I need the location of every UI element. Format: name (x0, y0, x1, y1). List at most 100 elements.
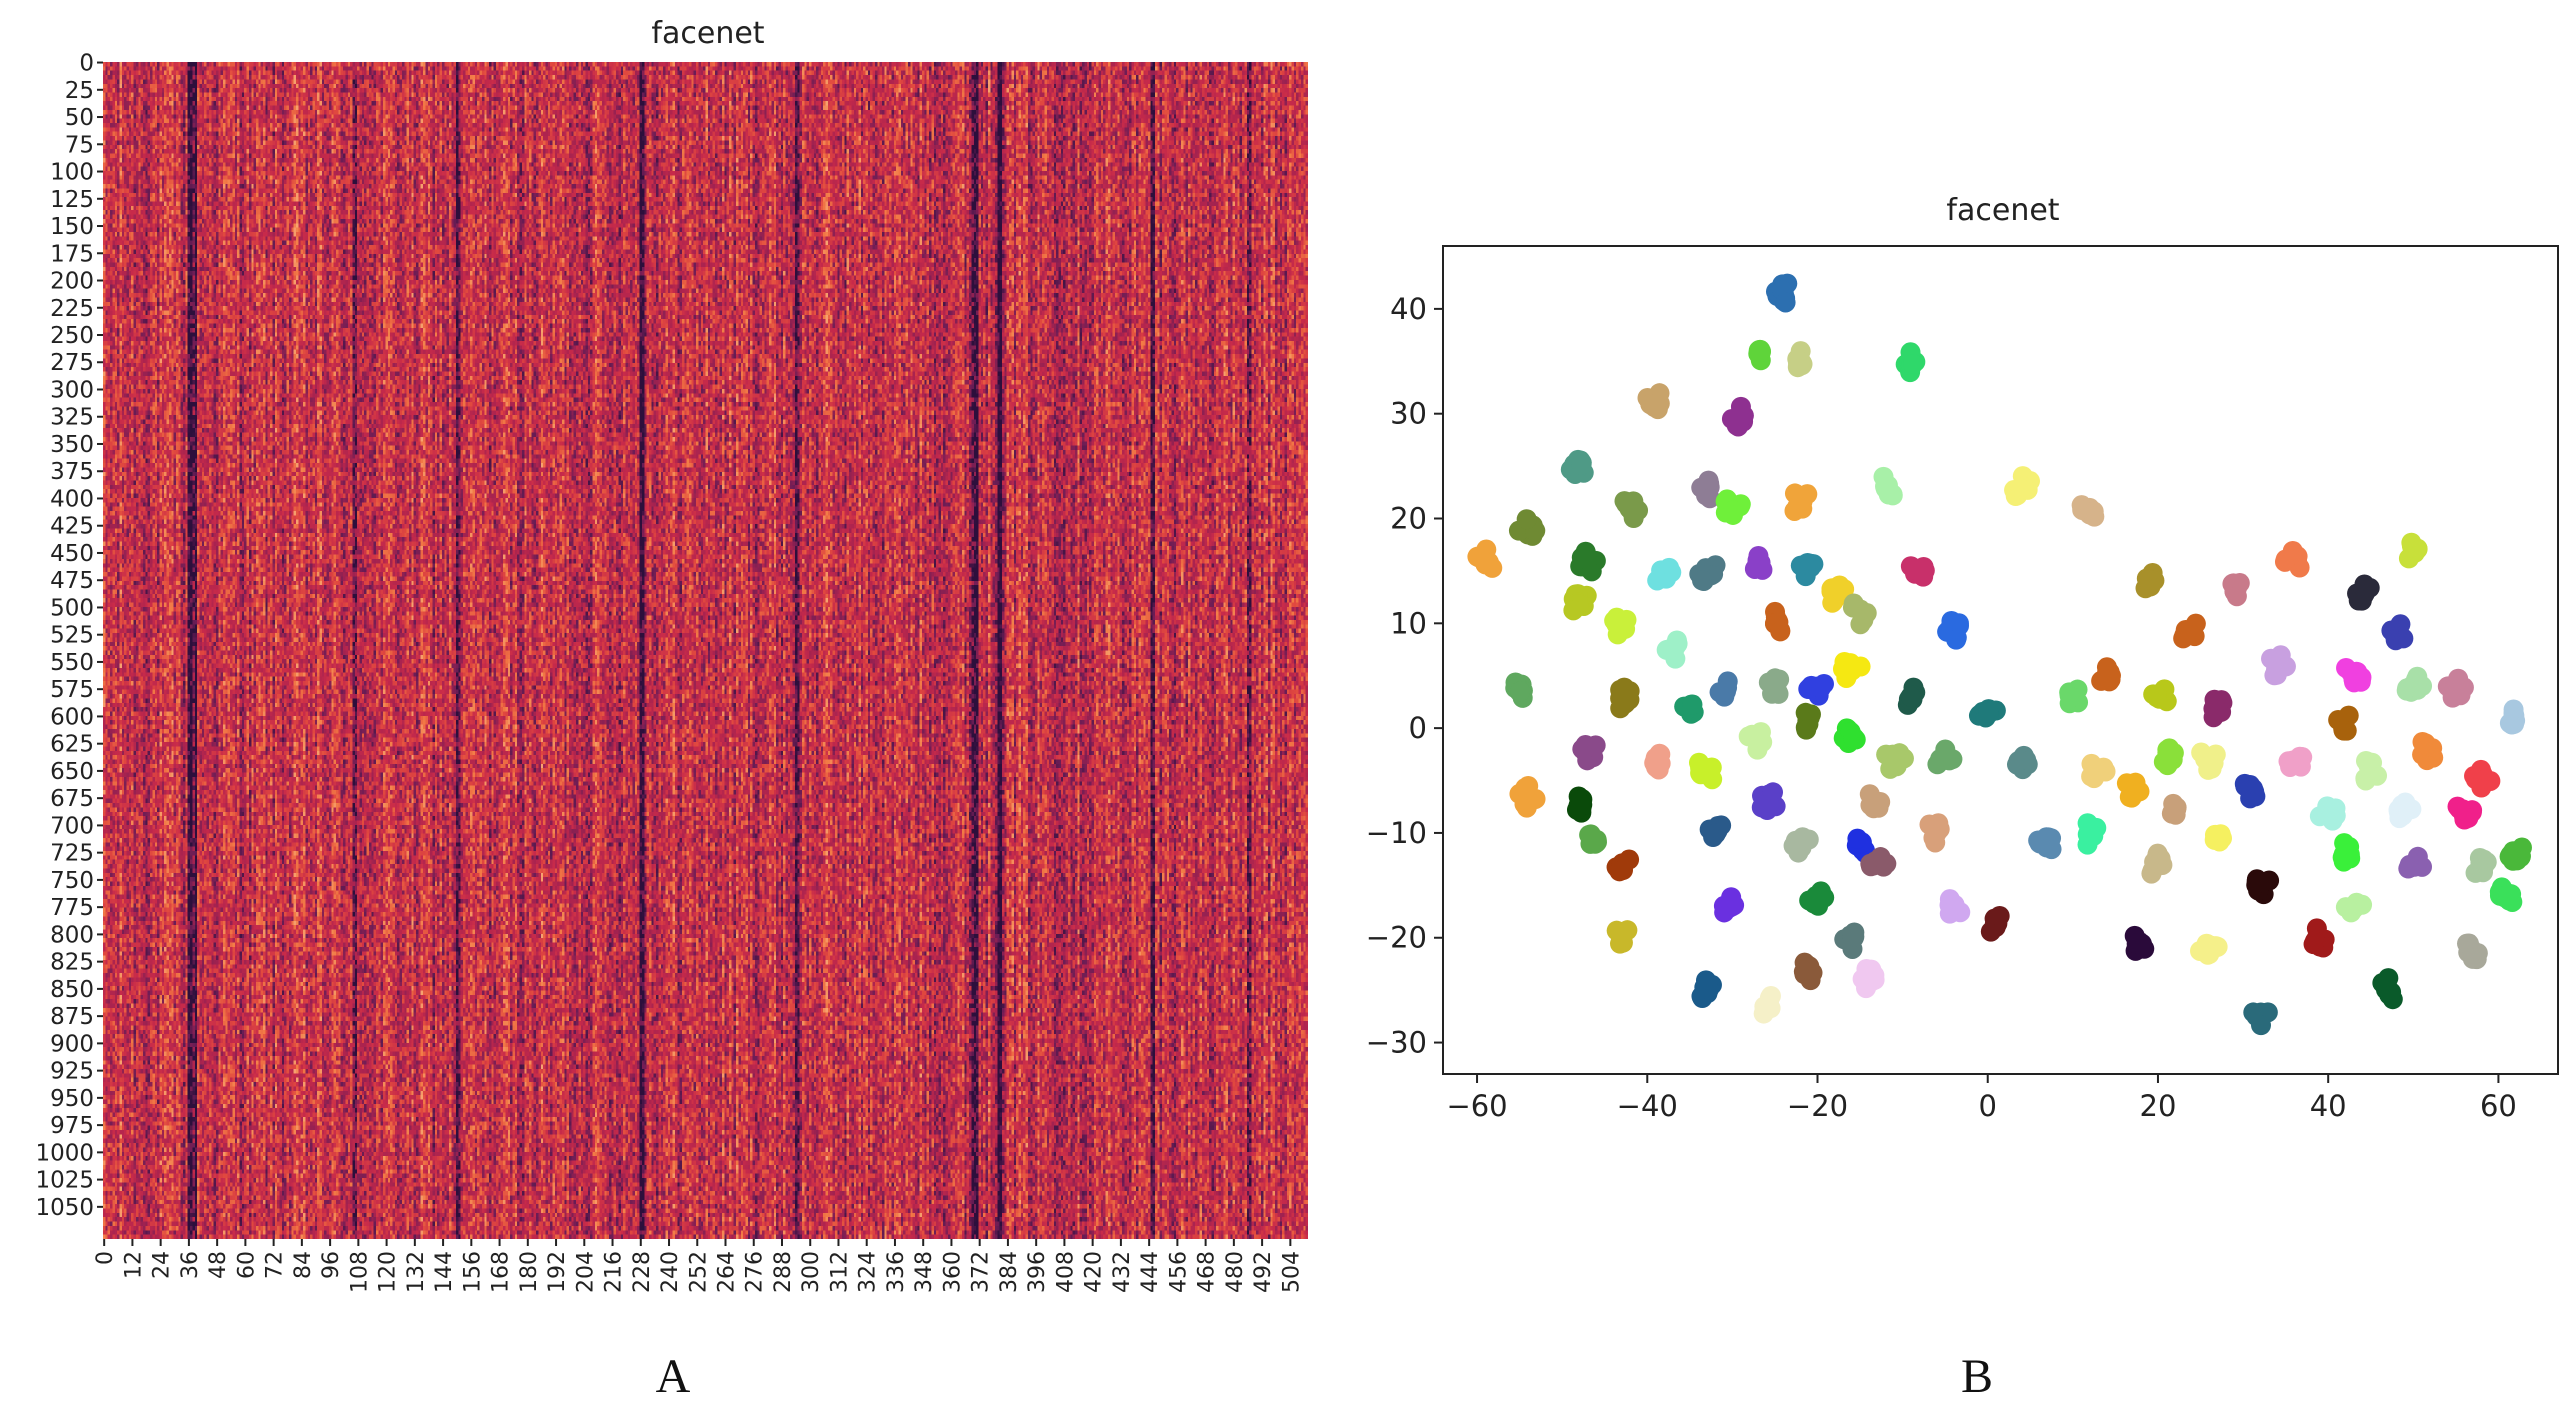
scatter-y-tick-label: −10 (1366, 816, 1427, 850)
heatmap-y-tick-label: 75 (65, 132, 94, 158)
scatter-point (1903, 354, 1924, 375)
heatmap-y-tick-label: 425 (50, 514, 94, 540)
scatter-point (2146, 687, 2167, 708)
heatmap-y-tick-label: 475 (50, 568, 94, 594)
heatmap-y-tick-label: 350 (50, 432, 94, 458)
heatmap-y-tick-label: 675 (50, 786, 94, 812)
scatter-point (1571, 454, 1592, 475)
scatter-cluster (1873, 466, 1903, 506)
scatter-point (1791, 837, 1812, 858)
heatmap-x-axis: 0 12 24 36 48 60 72 84 96 108 120 132 144 156 168 180 19… (93, 1239, 1304, 1293)
scatter-point (2134, 938, 2155, 959)
scatter-cluster (1876, 743, 1914, 779)
scatter-point (2499, 713, 2520, 734)
scatter-cluster (1900, 556, 1935, 587)
heatmap-x-tick-label: 60 (234, 1251, 259, 1279)
scatter-cluster (2447, 796, 2483, 830)
scatter-cluster (1939, 889, 1971, 924)
scatter-cluster (2081, 753, 2116, 789)
scatter-point (1705, 823, 1726, 844)
scatter-x-tick-label: −40 (1617, 1089, 1678, 1123)
scatter-point (1942, 896, 1963, 917)
scatter-point (1754, 996, 1775, 1017)
heatmap-x-tick-label: 216 (602, 1251, 627, 1293)
scatter-x-axis: −60 −40 −20 0 20 40 60 (1446, 1074, 2517, 1123)
heatmap-y-tick-label: 1050 (35, 1195, 94, 1221)
scatter-cluster (1610, 677, 1640, 719)
heatmap-y-tick-label: 500 (50, 595, 94, 621)
scatter-point (2412, 676, 2433, 697)
scatter-cluster (2388, 792, 2422, 829)
heatmap-y-tick-label: 875 (50, 1004, 94, 1030)
scatter-cluster (2499, 699, 2526, 735)
heatmap-y-tick-label: 700 (50, 813, 94, 839)
heatmap-x-tick-label: 492 (1251, 1251, 1276, 1293)
scatter-point (1644, 752, 1665, 773)
scatter-cluster (1859, 784, 1891, 819)
scatter-point (1824, 581, 1845, 602)
scatter-cluster (1606, 849, 1640, 882)
scatter-point (1576, 737, 1597, 758)
scatter-point (2205, 824, 2226, 845)
heatmap-y-tick-label: 325 (50, 405, 94, 431)
scatter-point (2378, 968, 2399, 989)
heatmap-y-tick-label: 950 (50, 1086, 94, 1112)
scatter-cluster (1833, 718, 1866, 754)
heatmap-x-tick-label: 336 (884, 1251, 909, 1293)
scatter-point (2322, 810, 2343, 831)
heatmap-x-tick-label: 144 (432, 1251, 457, 1293)
scatter-point (1516, 509, 1537, 530)
scatter-point (2282, 540, 2303, 561)
scatter-cluster (2203, 689, 2233, 728)
scatter-point (1838, 660, 1859, 681)
scatter-y-tick-label: 20 (1390, 502, 1427, 536)
scatter-point (1925, 832, 1946, 853)
heatmap-x-tick-label: 96 (319, 1251, 344, 1279)
heatmap-y-tick-label: 300 (50, 377, 94, 403)
scatter-point (1728, 416, 1749, 437)
heatmap-x-tick-label: 240 (658, 1251, 683, 1293)
scatter-point (2359, 577, 2380, 598)
scatter-point (2415, 736, 2436, 757)
heatmap-x-tick-label: 396 (1025, 1251, 1050, 1293)
scatter-point (2496, 885, 2517, 906)
scatter-point (1842, 926, 1863, 947)
scatter-point (1770, 621, 1791, 642)
scatter-cluster (2234, 773, 2266, 809)
scatter-cluster (2396, 666, 2433, 702)
heatmap-x-tick-label: 48 (206, 1251, 231, 1279)
scatter-point (1701, 757, 1722, 778)
heatmap-cells (103, 62, 1308, 1239)
scatter-cluster (1566, 786, 1593, 823)
scatter-cluster (2347, 574, 2380, 611)
heatmap-y-tick-label: 725 (50, 841, 94, 867)
scatter-cluster (1689, 555, 1726, 591)
scatter-point (2248, 873, 2269, 894)
scatter-point (2084, 506, 2105, 527)
heatmap-x-tick-label: 156 (460, 1251, 485, 1293)
scatter-point (1715, 502, 1736, 523)
heatmap-y-tick-label: 900 (50, 1031, 94, 1057)
scatter-cluster (2309, 796, 2346, 831)
scatter-point (2463, 942, 2484, 963)
heatmap-x-tick-label: 24 (150, 1251, 175, 1279)
scatter-cluster (1842, 593, 1877, 635)
scatter-cluster (1895, 342, 1926, 383)
heatmap-y-axis: 0255075100125150175200225250275300325350… (35, 51, 103, 1221)
scatter-cluster (1748, 339, 1771, 371)
heatmap-y-tick-label: 125 (50, 187, 94, 213)
scatter-point (2082, 766, 2103, 787)
heatmap-title: facenet (651, 16, 764, 51)
scatter-point (2037, 828, 2058, 849)
scatter-y-tick-label: −30 (1366, 1026, 1427, 1060)
heatmap-x-tick-label: 468 (1195, 1251, 1220, 1293)
scatter-cluster (1715, 489, 1751, 525)
heatmap-y-tick-label: 0 (79, 51, 94, 77)
scatter-cluster (2278, 746, 2313, 777)
scatter-point (1610, 927, 1631, 948)
scatter-point (2250, 1015, 2271, 1036)
scatter-point (2292, 747, 2313, 768)
scatter-point (1525, 788, 1546, 809)
scatter-point (1610, 688, 1631, 709)
scatter-cluster (2261, 645, 2296, 686)
